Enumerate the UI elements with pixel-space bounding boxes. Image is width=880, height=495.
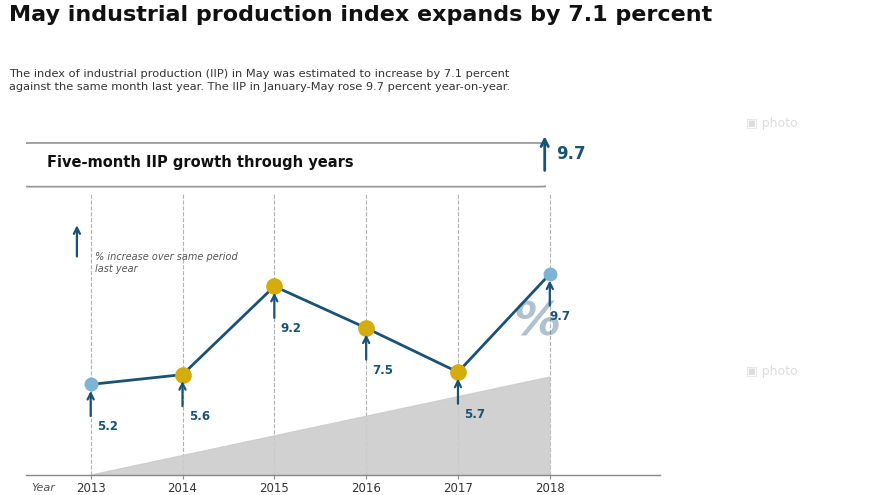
Polygon shape xyxy=(91,377,550,475)
Text: 5.2: 5.2 xyxy=(97,420,118,433)
Text: %: % xyxy=(513,300,561,346)
Text: ▣ photo: ▣ photo xyxy=(746,117,798,130)
Text: ▣ photo: ▣ photo xyxy=(746,365,798,378)
Text: Five-month IIP growth through years: Five-month IIP growth through years xyxy=(48,155,354,170)
Text: 9.7: 9.7 xyxy=(556,145,585,163)
Text: 5.7: 5.7 xyxy=(465,408,486,421)
Text: 9.7: 9.7 xyxy=(550,309,571,323)
Text: The index of industrial production (IIP) in May was estimated to increase by 7.1: The index of industrial production (IIP)… xyxy=(9,69,510,92)
Text: May industrial production index expands by 7.1 percent: May industrial production index expands … xyxy=(9,5,712,25)
Text: Year: Year xyxy=(31,483,55,493)
Text: 9.2: 9.2 xyxy=(281,322,302,335)
FancyBboxPatch shape xyxy=(16,143,551,187)
Text: 7.5: 7.5 xyxy=(372,363,393,377)
Text: % increase over same period
last year: % increase over same period last year xyxy=(95,252,238,274)
Text: 5.6: 5.6 xyxy=(189,410,210,423)
